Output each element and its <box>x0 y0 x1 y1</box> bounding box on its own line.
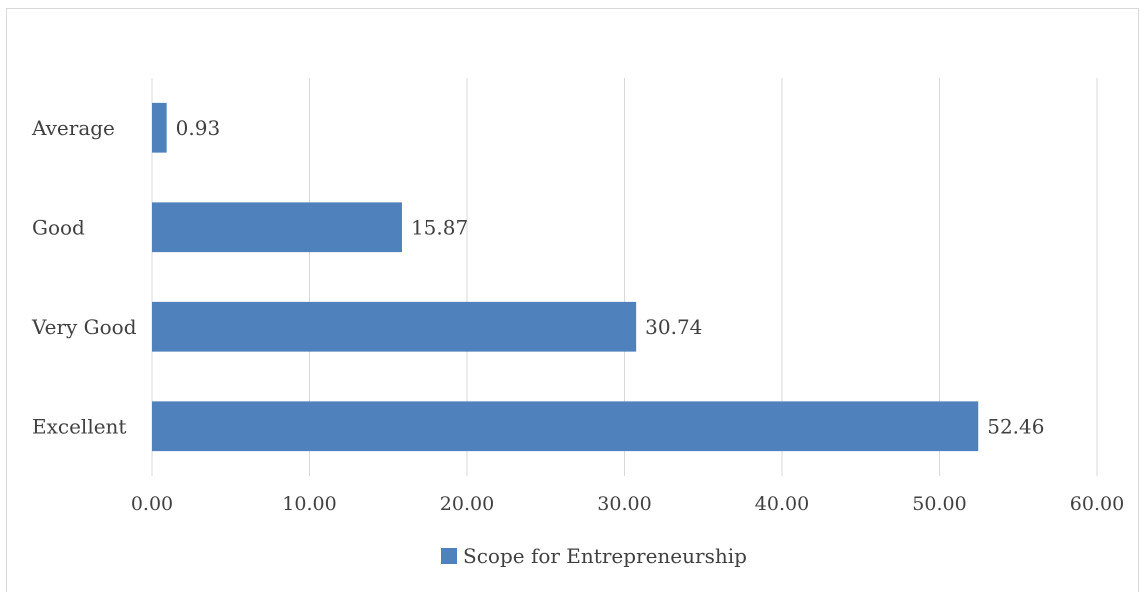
bar <box>152 401 979 452</box>
x-tick-labels: 0.00 10.00 20.00 30.00 40.00 50.00 60.00 <box>131 493 1124 515</box>
category-labels: Excellent Very Good Good Average <box>31 116 137 439</box>
legend: Scope for Entrepreneurship <box>441 544 747 568</box>
data-label: 30.74 <box>645 315 702 339</box>
x-tick-label: 20.00 <box>440 493 494 515</box>
bar <box>152 102 167 153</box>
x-tick-label: 50.00 <box>912 493 966 515</box>
bars <box>152 102 979 452</box>
category-label: Excellent <box>32 414 126 438</box>
data-label: 0.93 <box>176 116 221 140</box>
category-label: Good <box>32 215 85 239</box>
x-tick-label: 0.00 <box>131 493 173 515</box>
legend-label: Scope for Entrepreneurship <box>463 544 747 568</box>
data-label: 52.46 <box>987 414 1044 438</box>
x-tick-label: 30.00 <box>597 493 651 515</box>
data-label: 15.87 <box>411 215 468 239</box>
x-tick-label: 10.00 <box>282 493 336 515</box>
data-labels: 52.46 30.74 15.87 0.93 <box>176 116 1045 439</box>
bar <box>152 202 402 253</box>
x-tick-label: 40.00 <box>755 493 809 515</box>
category-label: Very Good <box>31 315 137 339</box>
bar <box>152 301 637 352</box>
chart-frame <box>6 8 1139 592</box>
legend-swatch <box>441 548 457 564</box>
x-tick-label: 60.00 <box>1070 493 1124 515</box>
category-label: Average <box>31 116 115 140</box>
